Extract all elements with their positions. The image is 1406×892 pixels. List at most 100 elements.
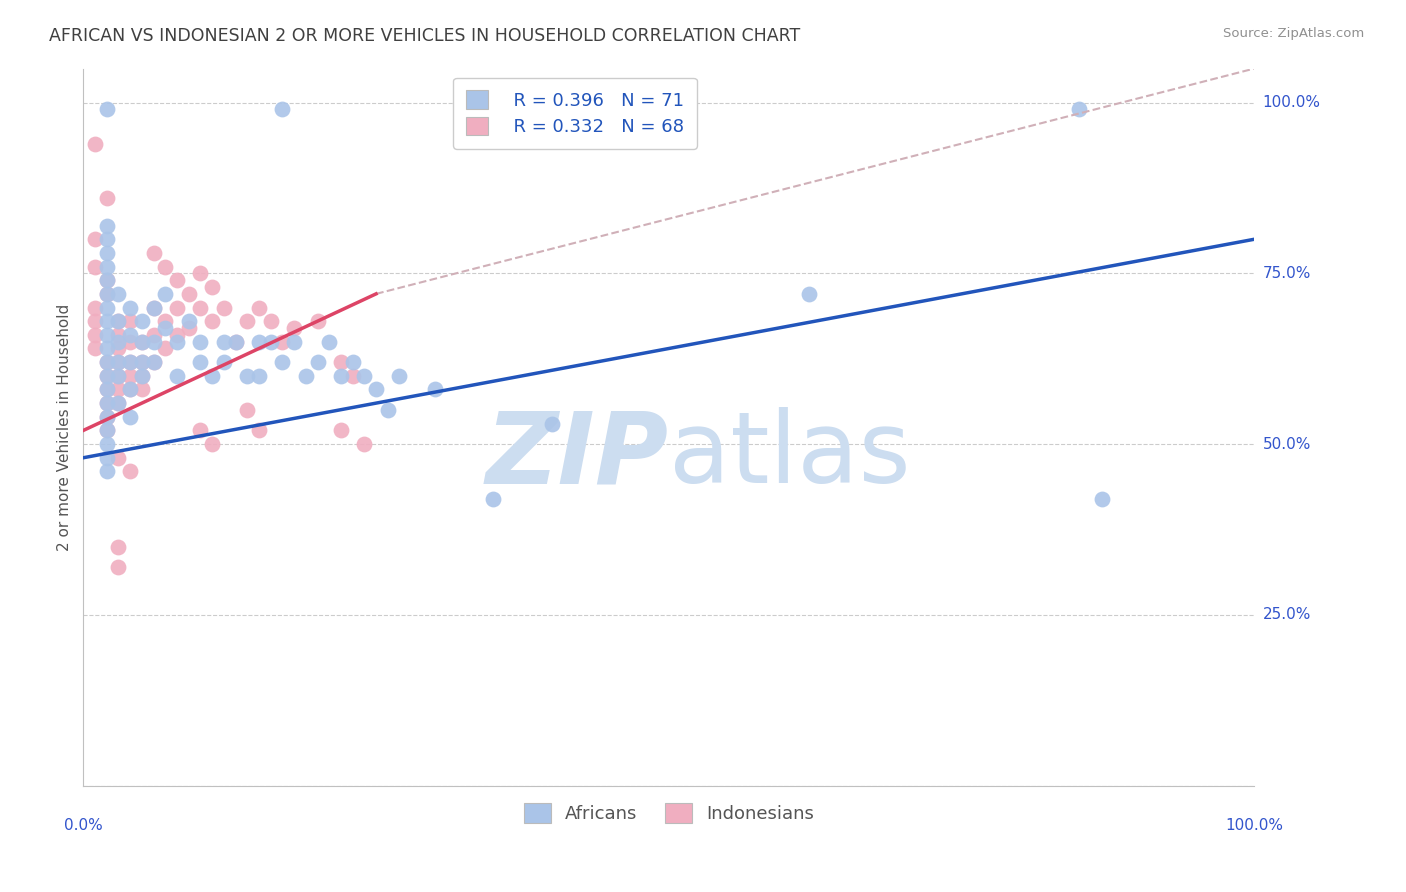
Text: atlas: atlas [669,408,911,504]
Point [120,355,142,369]
Point [1091,491,1114,506]
Point [96,246,118,260]
Point [96,396,118,410]
Text: 50.0%: 50.0% [1263,436,1310,451]
Point [155,321,177,335]
Point [364,383,387,397]
Point [107,450,129,465]
Point [353,368,375,383]
Point [271,355,294,369]
Point [96,286,118,301]
Point [283,334,305,349]
Point [131,355,153,369]
Point [212,334,235,349]
Point [96,273,118,287]
Point [131,355,153,369]
Point [107,342,129,356]
Point [247,424,270,438]
Point [96,424,118,438]
Point [131,334,153,349]
Point [131,383,153,397]
Point [96,355,118,369]
Point [107,540,129,554]
Point [190,424,212,438]
Point [142,301,165,315]
Point [271,334,294,349]
Point [177,321,200,335]
Text: 100.0%: 100.0% [1226,818,1284,833]
Point [84,301,107,315]
Point [201,368,224,383]
Point [177,314,200,328]
Point [84,260,107,274]
Point [96,383,118,397]
Point [177,286,200,301]
Legend: Africans, Indonesians: Africans, Indonesians [513,792,825,834]
Point [283,321,305,335]
Point [225,334,247,349]
Point [120,464,142,478]
Point [247,368,270,383]
Point [212,301,235,315]
Point [307,314,329,328]
Point [236,314,259,328]
Y-axis label: 2 or more Vehicles in Household: 2 or more Vehicles in Household [58,303,72,550]
Point [201,314,224,328]
Point [190,266,212,280]
Point [131,334,153,349]
Point [84,342,107,356]
Text: 100.0%: 100.0% [1263,95,1320,111]
Point [342,368,364,383]
Point [166,327,188,342]
Point [377,403,399,417]
Point [107,286,129,301]
Point [96,409,118,424]
Point [107,355,129,369]
Point [120,327,142,342]
Point [142,355,165,369]
Point [120,334,142,349]
Point [120,383,142,397]
Point [142,301,165,315]
Point [225,334,247,349]
Point [120,409,142,424]
Point [96,355,118,369]
Point [96,396,118,410]
Point [107,396,129,410]
Point [131,368,153,383]
Point [96,103,118,117]
Point [142,334,165,349]
Point [96,232,118,246]
Point [120,301,142,315]
Point [96,437,118,451]
Point [247,334,270,349]
Point [353,437,375,451]
Point [236,403,259,417]
Text: 75.0%: 75.0% [1263,266,1310,281]
Text: 25.0%: 25.0% [1263,607,1310,623]
Point [120,368,142,383]
Text: 0.0%: 0.0% [63,818,103,833]
Point [120,314,142,328]
Point [201,280,224,294]
Point [96,260,118,274]
Point [142,327,165,342]
Point [107,368,129,383]
Point [96,342,118,356]
Point [107,314,129,328]
Point [190,301,212,315]
Point [120,383,142,397]
Text: ZIP: ZIP [486,408,669,504]
Point [329,368,352,383]
Point [423,383,446,397]
Point [96,191,118,205]
Point [142,246,165,260]
Point [96,450,118,465]
Point [482,491,505,506]
Point [107,383,129,397]
Point [190,355,212,369]
Point [155,286,177,301]
Point [236,368,259,383]
Point [201,437,224,451]
Point [166,301,188,315]
